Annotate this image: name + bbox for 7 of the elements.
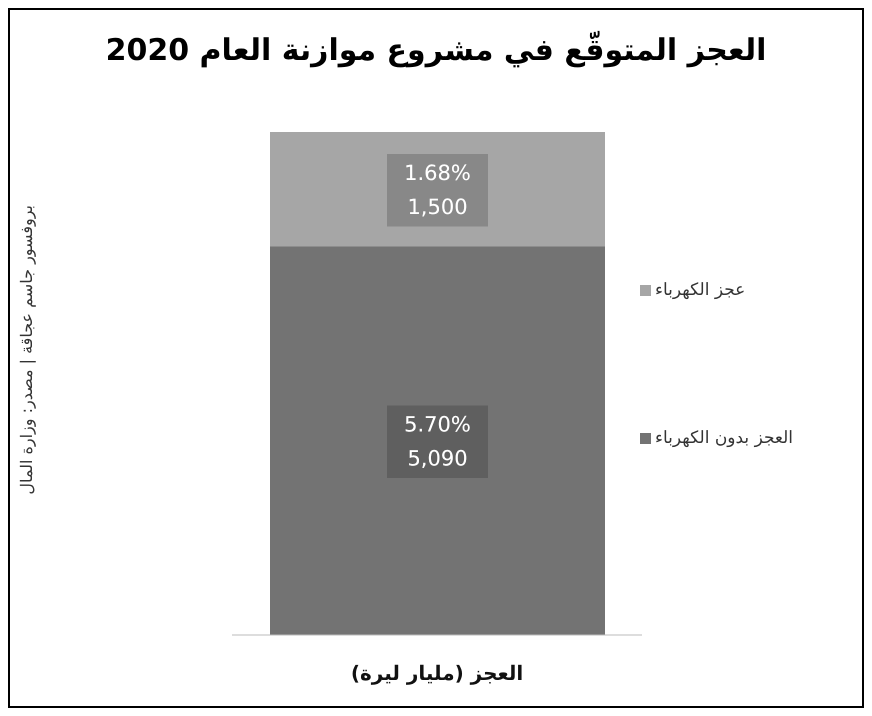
legend-label: العجز بدون الكهرباء xyxy=(655,428,794,448)
text: بروفسور جاسم عجاقة | مصدر: وزارة المال xyxy=(16,205,36,495)
data-label: 1.68% 1,500 xyxy=(404,161,471,220)
chart-title: العجز المتوقّع في مشروع موازنة العام 2020 xyxy=(104,30,768,70)
data-label: 5.70% 5,090 xyxy=(404,412,471,471)
x-axis-title: العجز (مليار ليرة) xyxy=(350,661,524,685)
legend-label: عجز الكهرباء xyxy=(655,280,746,300)
